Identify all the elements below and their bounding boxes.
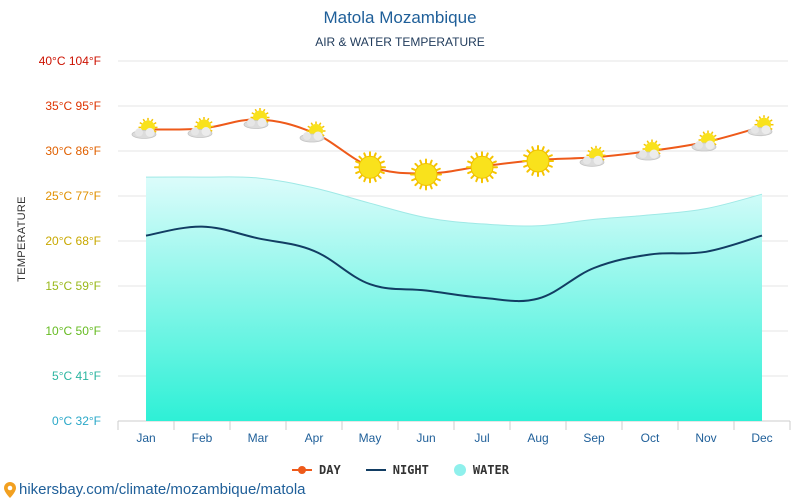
y-tick-label: 35°C 95°F bbox=[45, 99, 101, 113]
partly-cloudy-icon bbox=[243, 108, 270, 129]
legend-water-label: WATER bbox=[472, 463, 509, 477]
x-tick-label: Sep bbox=[583, 431, 605, 445]
partly-cloudy-icon bbox=[691, 130, 718, 152]
y-tick-label: 5°C 41°F bbox=[52, 369, 101, 383]
legend-night-marker bbox=[365, 469, 386, 471]
chart-title: Matola Mozambique bbox=[323, 8, 477, 27]
y-tick-label: 20°C 68°F bbox=[45, 234, 101, 248]
water-area bbox=[146, 176, 762, 421]
footer-url: hikersbay.com/climate/mozambique/matola bbox=[19, 481, 306, 498]
legend-day-label: DAY bbox=[319, 463, 341, 477]
x-tick-label: Jan bbox=[136, 431, 155, 445]
legend-item-day[interactable]: DAY bbox=[291, 463, 341, 477]
y-tick-label: 15°C 59°F bbox=[45, 279, 101, 293]
water-line bbox=[145, 176, 763, 227]
x-tick-label: Mar bbox=[248, 431, 269, 445]
partly-cloudy-icon bbox=[131, 117, 158, 139]
legend: DAY NIGHT WATER bbox=[0, 463, 800, 477]
y-axis-ticks: 0°C 32°F 5°C 41°F 10°C 50°F 15°C 59°F 20°C 6… bbox=[39, 54, 101, 428]
legend-item-water[interactable]: WATER bbox=[453, 463, 509, 477]
night-line bbox=[145, 225, 763, 303]
y-tick-label: 30°C 86°F bbox=[45, 144, 101, 158]
partly-cloudy-icon bbox=[747, 115, 774, 137]
y-tick-label: 40°C 104°F bbox=[39, 54, 101, 68]
day-line bbox=[145, 118, 763, 175]
y-tick-label: 0°C 32°F bbox=[52, 414, 101, 428]
x-tick-label: Dec bbox=[751, 431, 772, 445]
partly-cloudy-icon bbox=[635, 139, 662, 161]
sun-icon bbox=[410, 158, 442, 191]
x-tick-label: Feb bbox=[192, 431, 213, 445]
partly-cloudy-icon bbox=[579, 145, 606, 167]
x-tick-label: Oct bbox=[641, 431, 660, 445]
sun-icon bbox=[466, 151, 498, 184]
x-tick-label: Nov bbox=[695, 431, 716, 445]
series bbox=[145, 118, 763, 421]
sun-icon bbox=[522, 145, 554, 177]
x-tick-label: Jul bbox=[474, 431, 489, 445]
legend-night-label: NIGHT bbox=[392, 463, 429, 477]
x-tick-label: May bbox=[359, 431, 382, 445]
x-axis: Jan Feb Mar Apr May Jun Jul Aug Sep Oct Nov Dec bbox=[117, 420, 791, 445]
y-axis-label: TEMPERATURE bbox=[16, 196, 28, 282]
partly-cloudy-icon bbox=[187, 117, 214, 138]
chart-subtitle: AIR & WATER TEMPERATURE bbox=[315, 35, 485, 49]
y-tick-label: 10°C 50°F bbox=[45, 324, 101, 338]
weather-icons bbox=[131, 108, 774, 191]
x-tick-label: Apr bbox=[305, 431, 324, 445]
x-tick-label: Aug bbox=[527, 431, 548, 445]
location-pin-icon bbox=[4, 481, 16, 498]
x-tick-label: Jun bbox=[416, 431, 435, 445]
legend-item-night[interactable]: NIGHT bbox=[365, 463, 429, 477]
footer-link[interactable]: hikersbay.com/climate/mozambique/matola bbox=[4, 481, 306, 498]
sun-icon bbox=[354, 151, 386, 184]
legend-day-marker bbox=[292, 466, 313, 474]
legend-water-marker bbox=[453, 464, 466, 476]
y-tick-label: 25°C 77°F bbox=[45, 189, 101, 203]
partly-cloudy-icon bbox=[299, 121, 326, 143]
